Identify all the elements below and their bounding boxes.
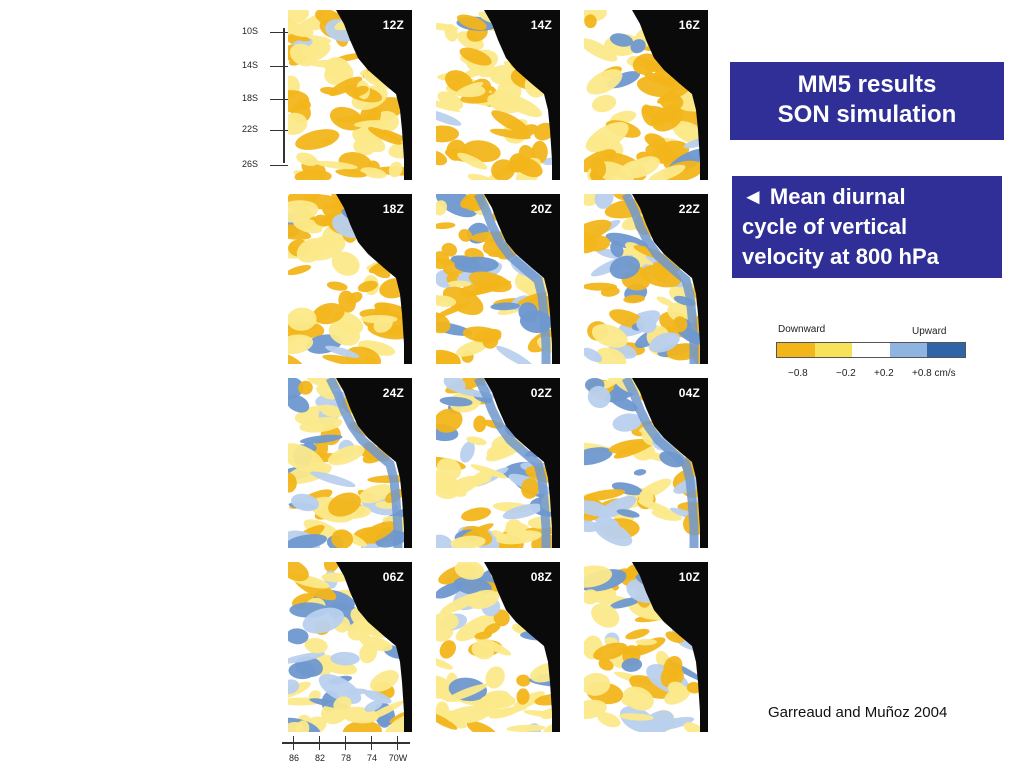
vertical-velocity-map	[584, 194, 708, 364]
vertical-velocity-map	[288, 10, 412, 180]
legend-downward-label: Downward	[778, 324, 826, 335]
map-panel-08z: 08Z	[436, 562, 560, 732]
vertical-velocity-map	[584, 378, 708, 548]
map-panel-04z: 04Z	[584, 378, 708, 548]
legend-tick-label: −0.2	[836, 368, 856, 379]
vertical-velocity-map	[436, 378, 560, 548]
legend-swatch	[777, 343, 815, 357]
longitude-tick-label: 82	[314, 753, 325, 763]
latitude-tick: 26S	[240, 159, 290, 171]
latitude-tick: 10S	[240, 26, 290, 38]
vertical-velocity-map	[436, 194, 560, 364]
longitude-axis-line	[282, 742, 410, 744]
latitude-tick-label: 22S	[242, 124, 259, 134]
panel-time-label: 12Z	[382, 18, 404, 32]
vertical-velocity-map	[584, 10, 708, 180]
panel-time-label: 10Z	[678, 570, 700, 584]
map-panel-20z: 20Z	[436, 194, 560, 364]
longitude-tick: 86	[282, 736, 306, 766]
title-line: MM5 results	[797, 71, 937, 98]
latitude-axis: 10S 14S 18S 22S 26S	[240, 18, 290, 178]
latitude-tick: 22S	[240, 124, 290, 136]
map-panel-06z: 06Z	[288, 562, 412, 732]
panel-time-label: 02Z	[530, 386, 552, 400]
longitude-tick-label: 78	[340, 753, 351, 763]
latitude-tick-label: 26S	[242, 159, 259, 169]
description-box: ◄ Mean diurnal cycle of vertical velocit…	[732, 176, 1002, 278]
legend-color-bar	[776, 342, 966, 358]
latitude-tick: 14S	[240, 60, 290, 72]
longitude-tick: 74	[360, 736, 384, 766]
map-panel-12z: 12Z	[288, 10, 412, 180]
vertical-velocity-map	[288, 378, 412, 548]
map-panel-22z: 22Z	[584, 194, 708, 364]
map-panel-18z: 18Z	[288, 194, 412, 364]
legend-swatch	[889, 343, 928, 357]
panel-time-label: 20Z	[530, 202, 552, 216]
latitude-tick-label: 10S	[242, 26, 259, 36]
legend-upward-label: Upward	[912, 326, 947, 337]
panel-time-label: 16Z	[678, 18, 700, 32]
citation: Garreaud and Muñoz 2004	[768, 704, 948, 721]
title-box: MM5 results SON simulation	[730, 62, 1004, 140]
longitude-tick-label: 74	[366, 753, 377, 763]
panel-time-label: 08Z	[530, 570, 552, 584]
legend-tick-label: +0.2	[874, 368, 894, 379]
title-line: SON simulation	[777, 101, 957, 128]
latitude-axis-line	[283, 28, 285, 163]
legend-swatch	[814, 343, 853, 357]
panel-time-label: 18Z	[382, 202, 404, 216]
legend-tick-label: −0.8	[788, 368, 808, 379]
description-line: ◄ Mean diurnal	[742, 184, 906, 209]
legend-tick-label: +0.8 cm/s	[912, 368, 956, 379]
panel-time-label: 22Z	[678, 202, 700, 216]
map-panel-14z: 14Z	[436, 10, 560, 180]
description-line: velocity at 800 hPa	[742, 244, 939, 269]
longitude-tick: 82	[308, 736, 332, 766]
map-panel-24z: 24Z	[288, 378, 412, 548]
latitude-tick: 18S	[240, 93, 290, 105]
description-line: cycle of vertical	[742, 214, 908, 239]
vertical-velocity-map	[288, 562, 412, 732]
longitude-tick: 78	[334, 736, 358, 766]
legend-swatch	[927, 343, 965, 357]
longitude-axis: 86 82 78 74 70W	[282, 736, 422, 766]
vertical-velocity-map	[288, 194, 412, 364]
map-panel-10z: 10Z	[584, 562, 708, 732]
longitude-tick-label: 70W	[388, 753, 408, 763]
panel-time-label: 04Z	[678, 386, 700, 400]
longitude-tick-label: 86	[288, 753, 299, 763]
vertical-velocity-map	[584, 562, 708, 732]
latitude-tick-label: 18S	[242, 93, 259, 103]
vertical-velocity-map	[436, 562, 560, 732]
panel-time-label: 24Z	[382, 386, 404, 400]
map-panel-02z: 02Z	[436, 378, 560, 548]
panel-time-label: 14Z	[530, 18, 552, 32]
color-legend: Downward Upward −0.8 −0.2 +0.2 +0.8 cm/s	[770, 320, 970, 384]
map-panel-16z: 16Z	[584, 10, 708, 180]
longitude-tick: 70W	[386, 736, 410, 766]
latitude-tick-label: 14S	[242, 60, 259, 70]
panel-time-label: 06Z	[382, 570, 404, 584]
vertical-velocity-map	[436, 10, 560, 180]
legend-swatch	[852, 343, 890, 357]
